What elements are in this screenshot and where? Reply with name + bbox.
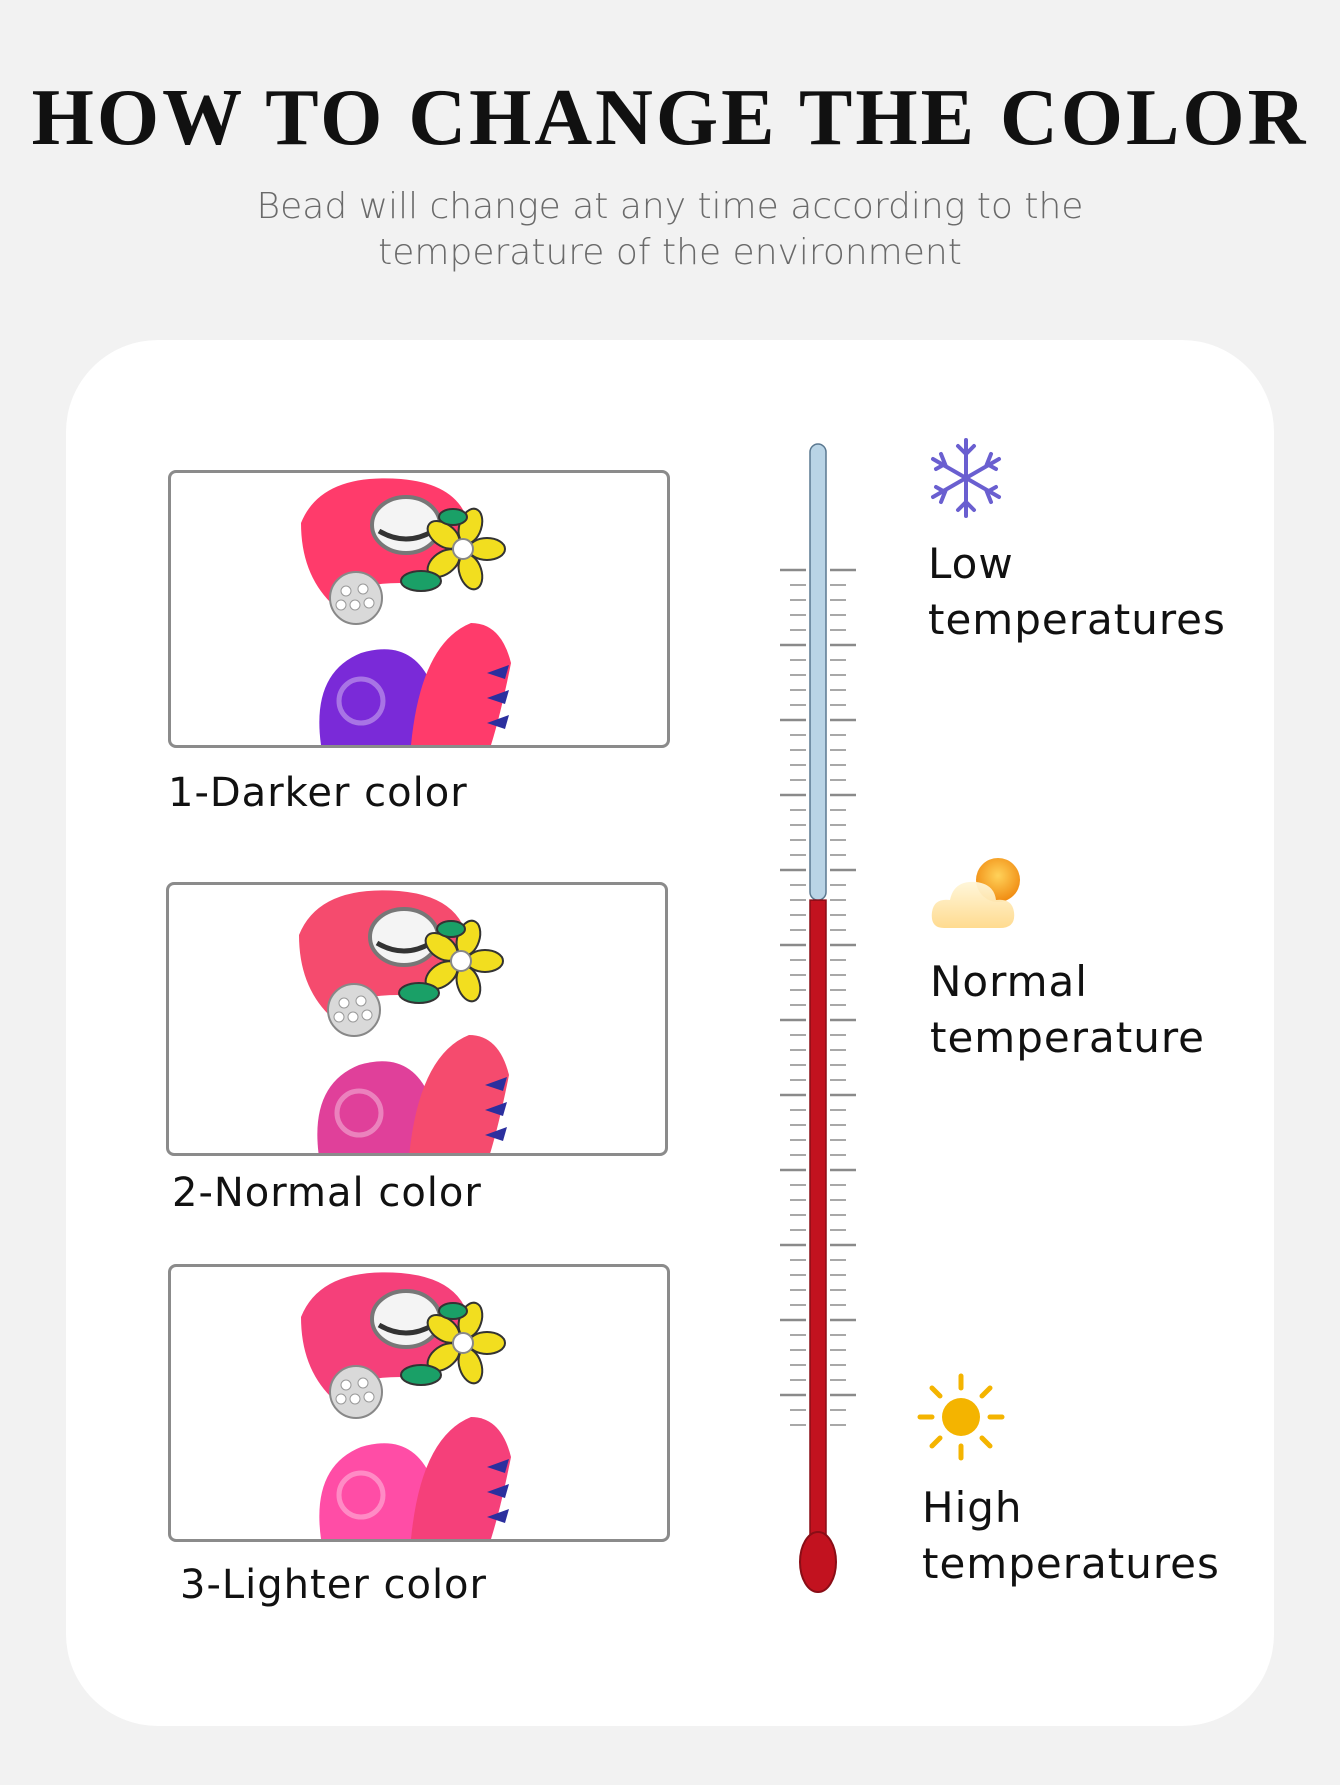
bead-stripe	[487, 665, 509, 679]
bead-tail-swirl	[334, 1088, 384, 1138]
bead-crystal	[357, 583, 369, 595]
bead-stripe	[485, 1077, 507, 1091]
bead-torso	[411, 623, 511, 745]
bead-image-darker	[168, 470, 670, 748]
chameleon-bead-illustration	[301, 478, 511, 745]
sun-icon	[917, 1373, 1005, 1461]
bead-leaf	[438, 1302, 468, 1320]
thermometer-scale	[780, 568, 856, 1426]
bead-leaf	[436, 920, 466, 938]
bead-crystal	[349, 599, 361, 611]
snowflake-icon	[931, 438, 1001, 518]
chameleon-bead-illustration	[299, 890, 509, 1153]
bead-image-lighter	[168, 1264, 670, 1542]
bead-crystal	[363, 1391, 375, 1403]
bead-tail-swirl	[336, 1470, 386, 1520]
bead-crystal-heart	[327, 983, 381, 1037]
bead-crystal	[347, 1011, 359, 1023]
bead-crystal	[335, 1393, 347, 1405]
bead-crystal	[338, 997, 350, 1009]
bead-flower-center	[450, 950, 472, 972]
page-title: HOW TO CHANGE THE COLOR	[31, 74, 1309, 162]
bead-caption-darker: 1-Darker color	[168, 770, 468, 816]
bead-leaf	[438, 508, 468, 526]
thermometer	[780, 443, 856, 1593]
bead-leaf	[400, 1364, 442, 1386]
bead-torso	[409, 1035, 509, 1153]
thermometer-tube-cold	[809, 443, 827, 901]
temperature-label-high: High temperatures	[922, 1483, 1220, 1588]
bead-crystal-heart	[329, 1365, 383, 1419]
bead-body	[319, 649, 435, 745]
bead-crystal	[363, 597, 375, 609]
bead-flower-center	[452, 1332, 474, 1354]
subtitle-line-1: Bead will change at any time according t…	[256, 186, 1084, 227]
temperature-label-normal: Normal temperature	[930, 957, 1205, 1062]
bead-crystal	[361, 1009, 373, 1021]
bead-stripe	[487, 690, 509, 704]
bead-stripe	[487, 1509, 509, 1523]
bead-crystal	[349, 1393, 361, 1405]
thermometer-bulb	[799, 1531, 837, 1593]
bead-body	[319, 1443, 435, 1539]
page-subtitle: Bead will change at any time according t…	[0, 184, 1340, 276]
bead-caption-normal: 2-Normal color	[172, 1170, 482, 1216]
bead-stripe	[487, 1484, 509, 1498]
bead-leaf	[398, 982, 440, 1004]
bead-caption-lighter: 3-Lighter color	[180, 1562, 487, 1608]
bead-crystal	[355, 995, 367, 1007]
subtitle-line-2: temperature of the environment	[378, 232, 962, 273]
bead-torso	[411, 1417, 511, 1539]
bead-crystal-heart	[329, 571, 383, 625]
chameleon-bead-illustration	[301, 1272, 511, 1539]
thermometer-tube-hot	[809, 899, 827, 1541]
bead-body	[317, 1061, 433, 1153]
bead-flower-center	[452, 538, 474, 560]
bead-stripe	[487, 715, 509, 729]
bead-stripe	[485, 1102, 507, 1116]
bead-image-normal	[166, 882, 668, 1156]
bead-crystal	[335, 599, 347, 611]
cloud-sun-icon	[931, 858, 1020, 928]
bead-crystal	[357, 1377, 369, 1389]
bead-tail-swirl	[336, 676, 386, 726]
bead-stripe	[485, 1127, 507, 1141]
bead-crystal	[340, 585, 352, 597]
bead-crystal	[333, 1011, 345, 1023]
temperature-label-low: Low temperatures	[928, 539, 1226, 644]
bead-leaf	[400, 570, 442, 592]
bead-crystal	[340, 1379, 352, 1391]
bead-stripe	[487, 1459, 509, 1473]
